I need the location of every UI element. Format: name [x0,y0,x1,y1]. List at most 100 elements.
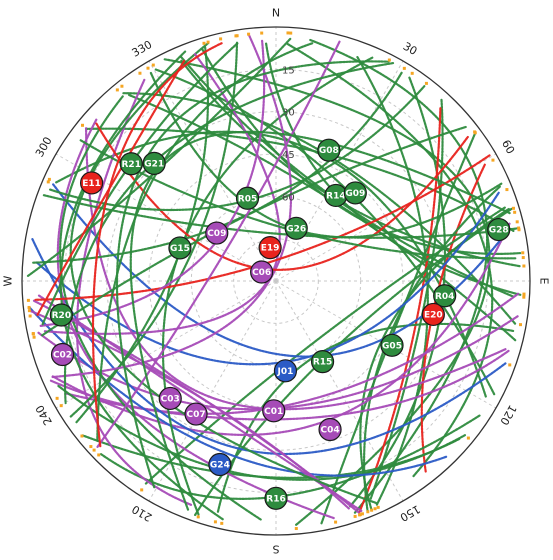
satellite-e11: E11 [80,171,104,195]
satellite-marker [119,152,143,176]
track-endpoint [521,256,525,260]
satellite-label: C09 [207,229,226,239]
satellite-marker [264,486,288,510]
track-endpoint [92,448,96,452]
cardinal-label: N [272,7,280,20]
track-endpoint [97,453,101,457]
satellite-label: C02 [53,351,72,361]
satellite-track [286,42,494,478]
track-endpoint [151,63,155,67]
azimuth-degree-label: 240 [33,403,55,428]
track-endpoint [473,130,477,134]
azimuth-spoke [275,60,404,282]
track-endpoint [515,220,519,224]
satellite-marker [158,386,182,411]
satellite-marker [250,260,274,284]
satellite-label: R05 [238,194,257,204]
elevation-tick-label: 15 [282,65,295,76]
satellite-marker [208,452,232,477]
satellite-label: E20 [424,310,443,320]
satellite-label: R15 [313,358,332,368]
satellite-r15: R15 [310,350,335,374]
track-endpoint [120,84,124,88]
satellite-label: E11 [82,179,101,189]
track-endpoint [505,188,509,192]
satellite-c02: C02 [50,342,75,367]
satellite-marker [284,216,308,240]
track-endpoint [32,335,36,339]
satellite-marker [262,399,286,423]
satellite-marker [421,302,445,327]
elevation-tick-label: 30 [282,108,295,119]
satellite-track [85,127,507,411]
track-endpoint [260,31,264,35]
track-endpoint [466,436,470,440]
track-endpoint [511,206,515,210]
azimuth-degree-label: 210 [130,502,155,524]
satellite-marker [50,342,75,367]
elevation-tick-label: 60 [282,192,295,203]
satellite-e20: E20 [421,302,445,327]
satellite-label: C01 [264,407,283,417]
horizon-circle [21,26,531,536]
track-endpoint [517,228,521,232]
satellite-label: G24 [210,461,230,471]
satellite-marker [318,417,342,442]
satellite-track [144,206,506,485]
satellite-label: G09 [345,189,365,199]
satellite-marker [205,221,229,245]
satellite-marker [310,350,335,374]
track-endpoint [360,512,364,516]
satellite-label: C07 [186,410,205,420]
azimuth-degree-label: 330 [130,38,155,60]
satellite-track [201,48,522,255]
satellite-label: G05 [382,341,402,351]
satellite-marker [433,284,457,308]
satellite-track [265,42,522,296]
track-endpoint [47,177,51,181]
satellite-marker [380,333,404,357]
satellite-marker [168,236,192,260]
satellite-track [32,71,403,264]
satellite-track [28,306,448,477]
satellite-track [91,42,223,448]
satellite-label: R04 [435,292,454,302]
satellite-r16: R16 [264,486,288,510]
satellite-track [36,59,186,317]
track-endpoint [81,123,85,127]
satellite-c01: C01 [262,399,286,423]
satellite-marker [184,402,208,426]
satellite-e19: E19 [258,236,282,260]
track-endpoint [513,210,517,214]
cardinal-label: E [538,278,551,285]
satellite-track [56,118,336,520]
satellite-g21: G21 [142,151,166,175]
satellite-g24: G24 [208,452,232,477]
track-endpoint [247,32,251,36]
satellite-track [96,42,314,442]
satellite-track [194,207,513,517]
satellite-track [81,434,461,479]
track-endpoint [508,363,512,367]
satellite-track [63,62,395,405]
cardinal-label: W [2,275,15,286]
satellite-g28: G28 [487,217,511,242]
satellite-label: R21 [122,160,141,170]
satellite-marker [487,217,511,242]
track-endpoint [334,520,338,524]
track-endpoint [202,41,206,45]
satellite-r20: R20 [49,303,73,327]
satellite-label: G08 [319,146,339,156]
satellite-r14: R14 [324,183,348,208]
track-endpoint [522,295,526,299]
satellite-label: G21 [144,159,164,169]
track-endpoint [146,66,150,70]
track-endpoint [26,298,30,302]
track-endpoint [373,507,377,511]
satellite-label: G15 [170,244,190,254]
satellite-label: J01 [277,367,294,377]
track-endpoint [31,332,35,336]
track-endpoint [294,527,298,531]
track-endpoint [140,488,144,492]
